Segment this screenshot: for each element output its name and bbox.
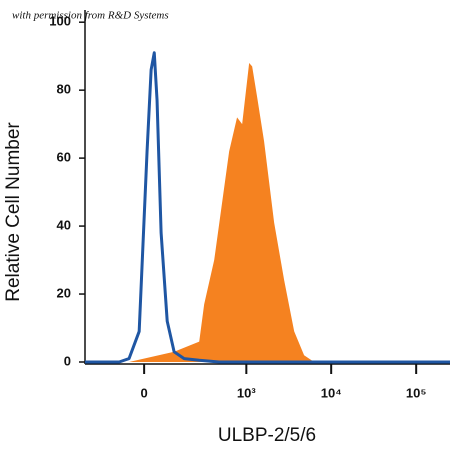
annotation: with permission from R&D Systems bbox=[12, 10, 169, 22]
y-tick-label: 100 bbox=[49, 14, 71, 29]
y-tick-label: 60 bbox=[57, 150, 71, 165]
y-axis-label: Relative Cell Number bbox=[3, 122, 24, 302]
histogram-area bbox=[85, 62, 450, 362]
x-tick-label: 10⁴ bbox=[321, 385, 342, 400]
y-tick-label: 20 bbox=[57, 285, 71, 300]
x-tick-label: 0 bbox=[141, 385, 148, 400]
histogram-line bbox=[85, 51, 450, 364]
y-tick-label: 40 bbox=[57, 218, 71, 233]
x-axis-label: ULBP-2/5/6 bbox=[218, 425, 316, 446]
y-tick-label: 0 bbox=[64, 353, 71, 368]
x-tick-label: 10³ bbox=[237, 385, 256, 400]
y-tick-label: 80 bbox=[57, 82, 71, 97]
x-tick-label: 10⁵ bbox=[406, 385, 427, 400]
